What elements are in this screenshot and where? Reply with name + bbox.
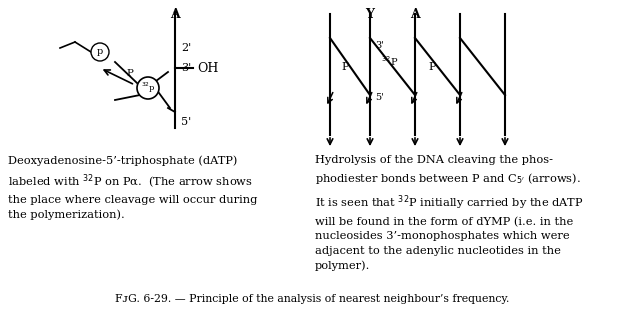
Text: A: A (410, 8, 420, 21)
Circle shape (137, 77, 159, 99)
Text: P: P (127, 68, 134, 78)
Text: 3': 3' (181, 63, 191, 73)
Text: 5': 5' (181, 117, 191, 127)
Text: $^{32}$P: $^{32}$P (381, 55, 398, 68)
Text: p: p (97, 47, 103, 57)
Text: Deoxyadenosine-5’-triphosphate (dATP)
labeled with $^{32}$P on Pα.  (The arrow s: Deoxyadenosine-5’-triphosphate (dATP) la… (8, 155, 257, 220)
Text: 5': 5' (375, 94, 384, 102)
Text: 3': 3' (375, 41, 384, 51)
Text: P: P (429, 62, 436, 72)
Text: Y: Y (366, 8, 374, 21)
Text: FᴊG. 6-29. — Principle of the analysis of nearest neighbour’s frequency.: FᴊG. 6-29. — Principle of the analysis o… (115, 294, 509, 304)
Text: P: P (341, 62, 349, 72)
Text: 2': 2' (181, 43, 191, 53)
Text: $^{32}$p: $^{32}$p (140, 81, 155, 95)
Text: A: A (170, 8, 180, 21)
Text: Hydrolysis of the DNA cleaving the phos-
phodiester bonds between P and C$_{5^{\: Hydrolysis of the DNA cleaving the phos-… (315, 155, 583, 271)
Circle shape (91, 43, 109, 61)
Text: OH: OH (197, 62, 218, 74)
